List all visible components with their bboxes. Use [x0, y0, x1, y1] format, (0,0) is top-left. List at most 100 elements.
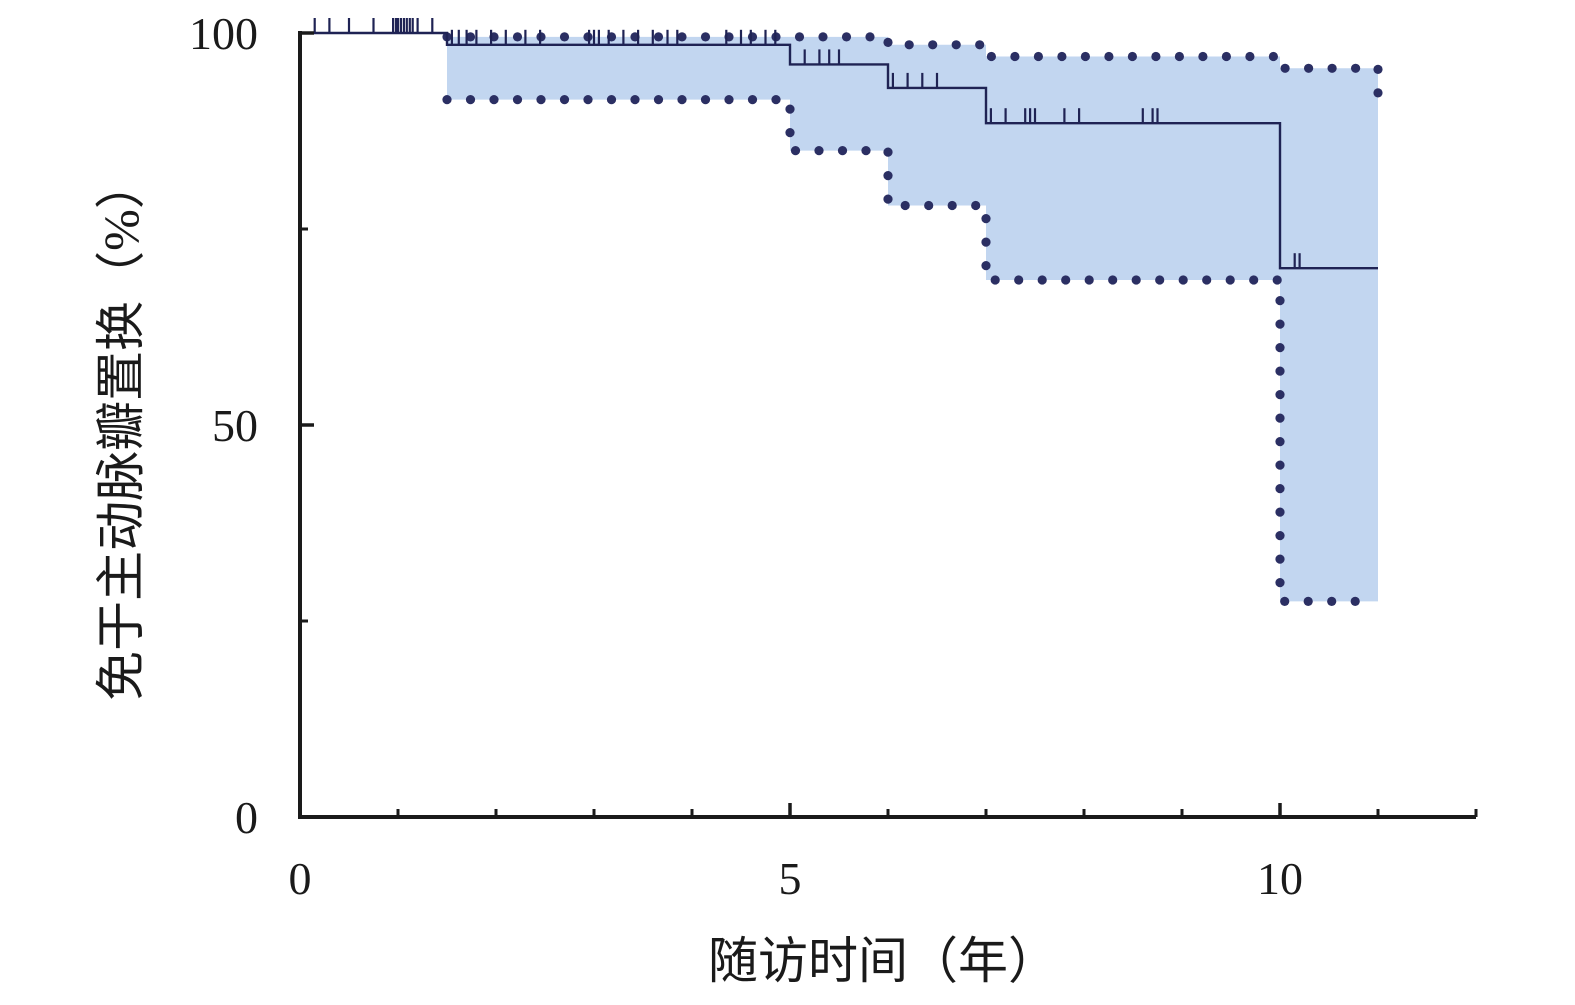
ci-upper-dot	[928, 40, 938, 50]
ci-lower-dot	[465, 95, 476, 105]
ci-upper-dot	[1268, 51, 1278, 62]
ci-upper-dot	[818, 32, 828, 42]
ci-upper-dot	[1304, 63, 1314, 73]
ci-lower-dot	[1275, 366, 1285, 376]
ci-lower-dot	[559, 95, 570, 105]
ci-lower-dot	[1275, 437, 1285, 447]
ci-lower-dot	[883, 194, 893, 204]
ci-lower-dot	[536, 95, 546, 105]
ci-upper-dot	[559, 32, 570, 42]
ci-upper-dot	[1127, 51, 1137, 62]
ci-upper-dot	[1033, 51, 1043, 62]
ci-lower-dot	[1280, 596, 1290, 607]
y-axis-title: 免于主动脉瓣置换（%）	[93, 159, 149, 701]
ci-lower-dot	[1084, 275, 1094, 285]
ci-upper-dot	[975, 40, 985, 50]
ci-lower-dot	[653, 95, 664, 105]
ci-lower-dot	[1350, 596, 1360, 607]
ci-lower-dot	[606, 95, 617, 105]
ci-lower-dot	[1275, 296, 1285, 306]
ci-upper-dot	[653, 32, 664, 42]
ci-lower-dot	[1275, 531, 1285, 541]
ci-lower-dot	[1275, 343, 1285, 353]
ci-lower-dot	[1272, 275, 1282, 285]
ci-upper-dot	[1174, 51, 1184, 62]
ci-lower-dot	[724, 95, 734, 105]
ci-upper-dot	[512, 32, 523, 42]
ci-lower-dot	[1275, 390, 1285, 400]
ci-lower-dot	[630, 95, 640, 105]
ci-lower-dot	[1275, 554, 1285, 564]
ci-lower-dot	[677, 95, 687, 105]
ci-lower-dot	[837, 146, 848, 156]
ci-lower-dot	[1061, 275, 1071, 285]
ci-lower-dot	[1037, 275, 1047, 285]
ci-lower-dot	[1303, 596, 1313, 607]
censor-marks-layer	[313, 18, 1301, 269]
x-tick-label: 0	[289, 853, 312, 904]
ci-lower-dot	[947, 200, 957, 211]
ci-lower-dot	[1202, 275, 1212, 285]
ci-upper-dot	[951, 40, 961, 50]
ci-upper-dot	[1373, 88, 1383, 98]
ci-lower-dot	[900, 200, 910, 211]
x-tick-label: 5	[779, 853, 802, 904]
confidence-band	[447, 36, 1378, 602]
ci-lower-dot	[990, 275, 1000, 285]
ci-lower-dot	[1131, 275, 1141, 285]
ci-upper-dot	[1080, 51, 1090, 62]
ci-lower-dot	[1275, 578, 1285, 588]
ci-lower-dot	[1178, 275, 1188, 285]
ci-lower-dot	[512, 95, 523, 105]
ci-lower-dot	[883, 171, 893, 181]
ci-upper-dot	[883, 37, 893, 48]
ci-lower-dot	[489, 95, 499, 105]
ci-lower-dot	[924, 200, 934, 211]
ci-upper-dot	[700, 32, 711, 42]
ci-upper-dot	[677, 32, 687, 42]
ci-lower-dot	[1275, 484, 1285, 494]
ci-lower-dot	[981, 214, 991, 224]
ci-lower-dot	[1014, 275, 1024, 285]
x-axis-title: 随访时间（年）	[708, 933, 1058, 989]
ci-lower-dot	[981, 261, 991, 271]
ci-lower-dot	[1275, 319, 1285, 329]
confidence-band-layer	[447, 36, 1378, 602]
ci-lower-dot	[861, 146, 871, 156]
ci-upper-dot	[1151, 51, 1161, 62]
axes-layer	[298, 31, 1478, 819]
ci-upper-dot	[465, 32, 476, 42]
ci-lower-dot	[1225, 275, 1235, 285]
ci-lower-dot	[790, 146, 801, 156]
ci-upper-dot	[841, 32, 852, 42]
ci-upper-dot	[1351, 63, 1361, 73]
survival-line-layer	[300, 31, 1378, 270]
ci-upper-dot	[1327, 63, 1337, 73]
ci-lower-dot	[981, 237, 991, 247]
y-tick-label: 50	[212, 400, 258, 451]
ci-lower-dot	[583, 95, 593, 105]
ci-upper-dot	[1198, 51, 1208, 62]
ci-upper-dot	[1221, 51, 1231, 62]
ci-upper-dot	[1104, 51, 1114, 62]
ci-lower-dot	[747, 95, 758, 105]
ci-lower-dot	[1275, 413, 1285, 423]
ci-lower-dot	[1327, 596, 1337, 607]
y-tick-label: 0	[235, 792, 258, 843]
ci-lower-dot	[700, 95, 711, 105]
survival-line	[300, 31, 1378, 270]
ci-upper-dot	[865, 32, 875, 42]
ci-lower-dot	[771, 95, 781, 105]
ci-upper-dot	[747, 32, 758, 42]
ci-lower-dot	[1275, 460, 1285, 470]
ci-lower-dot	[814, 146, 824, 156]
ci-upper-dot	[1280, 63, 1290, 73]
ci-upper-dot	[986, 51, 997, 62]
ci-upper-dot	[1245, 51, 1255, 62]
x-tick-label: 10	[1257, 853, 1303, 904]
ci-upper-dot	[1373, 64, 1383, 74]
ci-upper-dot	[794, 32, 805, 42]
ci-lower-dot	[1108, 275, 1118, 285]
